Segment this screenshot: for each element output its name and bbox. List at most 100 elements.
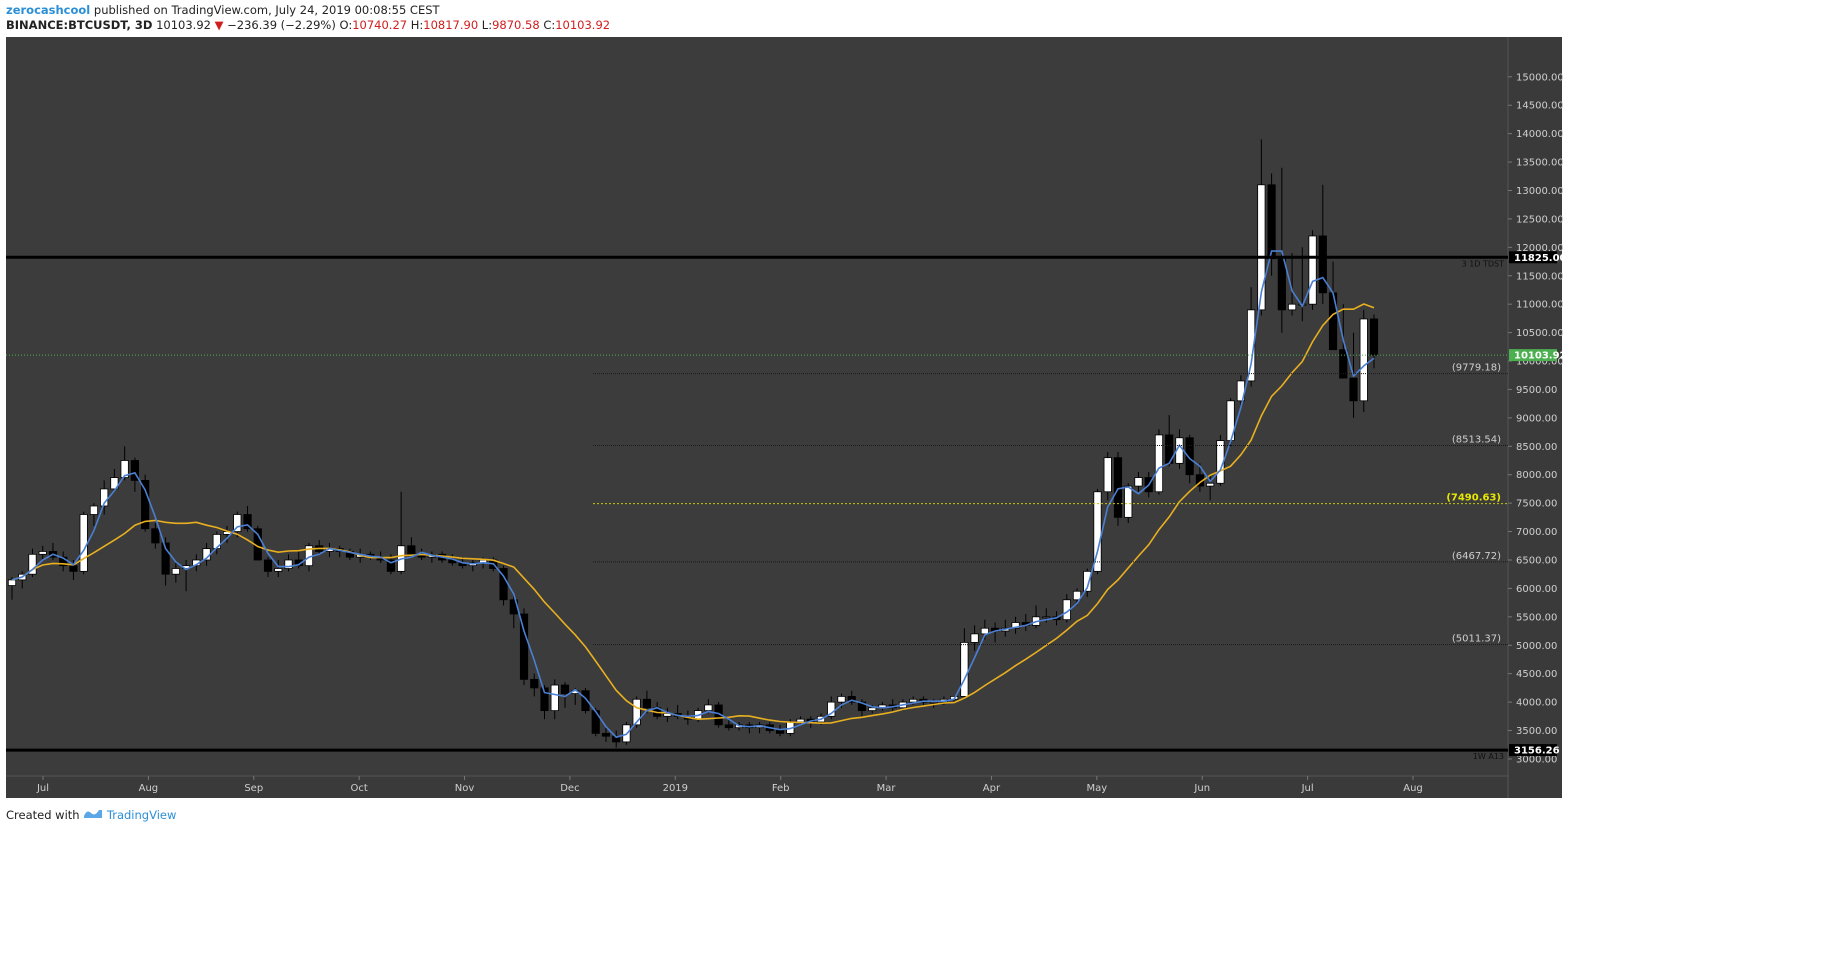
candle-up bbox=[1083, 570, 1092, 592]
candle-down bbox=[1277, 258, 1286, 311]
publish-text: published on TradingView.com, July 24, 2… bbox=[93, 3, 440, 17]
y-tick-label: 11500.00 bbox=[1516, 271, 1564, 282]
candle-up bbox=[632, 698, 641, 726]
candle-up bbox=[110, 477, 119, 490]
candle-down bbox=[161, 542, 170, 575]
candle-down bbox=[1318, 235, 1327, 294]
candle-down bbox=[724, 724, 733, 729]
x-tick-label: Jul bbox=[1301, 783, 1314, 794]
fib-label: (5011.37) bbox=[1452, 634, 1501, 645]
candle-down bbox=[642, 698, 652, 709]
y-tick-label: 14000.00 bbox=[1516, 129, 1564, 140]
y-tick-label: 13500.00 bbox=[1516, 158, 1564, 169]
candle-down bbox=[857, 701, 867, 712]
candle-up bbox=[233, 514, 242, 532]
y-tick-label: 12500.00 bbox=[1516, 214, 1564, 225]
candle-up bbox=[909, 698, 918, 703]
candle-down bbox=[581, 690, 590, 712]
x-tick-label: May bbox=[1087, 783, 1108, 794]
y-tick-label: 14500.00 bbox=[1516, 101, 1564, 112]
x-tick-label: Sep bbox=[244, 783, 263, 794]
footer-credit: Created with TradingView bbox=[6, 807, 176, 822]
low-label: L: bbox=[481, 18, 493, 32]
candle-down bbox=[847, 696, 856, 703]
candle-up bbox=[7, 579, 17, 586]
candle-down bbox=[386, 559, 395, 572]
y-tick-label: 10500.00 bbox=[1516, 328, 1564, 339]
open-label: O: bbox=[339, 18, 353, 32]
low-value: 9870.58 bbox=[492, 18, 540, 32]
candle-down bbox=[601, 732, 611, 737]
candle-up bbox=[868, 707, 877, 712]
created-with-text: Created with bbox=[6, 808, 80, 822]
x-tick-label: Aug bbox=[139, 783, 159, 794]
fib-label: (7490.63) bbox=[1446, 493, 1501, 504]
plot-area bbox=[6, 37, 1508, 776]
candle-down bbox=[263, 559, 273, 572]
y-tick-label: 4500.00 bbox=[1516, 669, 1557, 680]
candle-up bbox=[1308, 235, 1317, 305]
candle-down bbox=[151, 528, 160, 544]
x-tick-label: Dec bbox=[560, 783, 579, 794]
close-label: C: bbox=[543, 18, 556, 32]
candle-up bbox=[1247, 309, 1256, 382]
candle-down bbox=[540, 687, 549, 712]
down-arrow-icon: ▼ bbox=[214, 18, 224, 32]
current-price-label: 10103.92 bbox=[1514, 351, 1567, 362]
y-tick-label: 9000.00 bbox=[1516, 413, 1557, 424]
y-tick-label: 5500.00 bbox=[1516, 612, 1557, 623]
level-note: 3 1D TDST bbox=[1462, 259, 1505, 268]
candle-up bbox=[796, 718, 805, 723]
last-price: 10103.92 bbox=[156, 18, 211, 32]
current-price-box bbox=[1509, 349, 1557, 362]
x-tick-label: 2019 bbox=[663, 783, 688, 794]
open-value: 10740.27 bbox=[352, 18, 408, 32]
candle-up bbox=[1011, 622, 1020, 629]
candle-up bbox=[38, 551, 47, 555]
price-axis bbox=[1508, 37, 1562, 798]
candle-up bbox=[970, 633, 979, 643]
x-tick-label: Mar bbox=[877, 783, 897, 794]
x-tick-label: Oct bbox=[351, 783, 368, 794]
fib-label: (6467.72) bbox=[1452, 551, 1501, 562]
x-tick-label: Apr bbox=[983, 783, 1001, 794]
x-tick-label: Feb bbox=[772, 783, 790, 794]
ma-slow-line bbox=[11, 303, 1375, 725]
fib-label: (9779.18) bbox=[1452, 363, 1501, 374]
candle-up bbox=[212, 534, 221, 550]
candle-down bbox=[243, 514, 252, 530]
candle-down bbox=[775, 730, 785, 734]
tradingview-link[interactable]: TradingView bbox=[106, 808, 177, 822]
candle-up bbox=[837, 696, 846, 703]
candle-up bbox=[1103, 457, 1112, 493]
author-name[interactable]: zerocashcool bbox=[6, 3, 91, 17]
ohlc-bar: BINANCE:BTCUSDT, 3D 10103.92 ▼ −236.39 (… bbox=[6, 18, 610, 32]
candle-down bbox=[130, 460, 139, 481]
y-tick-label: 8500.00 bbox=[1516, 442, 1557, 453]
candle-down bbox=[1369, 318, 1379, 356]
y-tick-label: 5000.00 bbox=[1516, 641, 1557, 652]
candle-up bbox=[929, 701, 938, 704]
candle-down bbox=[1267, 184, 1276, 260]
candle-down bbox=[407, 545, 416, 555]
y-tick-label: 9500.00 bbox=[1516, 385, 1557, 396]
level-price-box bbox=[1509, 251, 1557, 264]
y-tick-label: 10000.00 bbox=[1516, 357, 1564, 368]
high-value: 10817.90 bbox=[423, 18, 479, 32]
y-tick-label: 8000.00 bbox=[1516, 470, 1557, 481]
time-axis bbox=[6, 776, 1508, 798]
candle-up bbox=[79, 514, 88, 572]
candle-down bbox=[1113, 457, 1123, 518]
candle-up bbox=[120, 460, 129, 478]
candle-down bbox=[519, 613, 529, 680]
y-tick-label: 6500.00 bbox=[1516, 555, 1557, 566]
y-tick-label: 3500.00 bbox=[1516, 726, 1557, 737]
candle-up bbox=[827, 701, 836, 717]
candle-up bbox=[171, 568, 180, 575]
candle-up bbox=[1257, 184, 1266, 311]
x-tick-label: Jul bbox=[36, 783, 49, 794]
fib-label: (8513.54) bbox=[1452, 435, 1501, 446]
y-tick-label: 12000.00 bbox=[1516, 243, 1564, 254]
y-tick-label: 7000.00 bbox=[1516, 527, 1557, 538]
